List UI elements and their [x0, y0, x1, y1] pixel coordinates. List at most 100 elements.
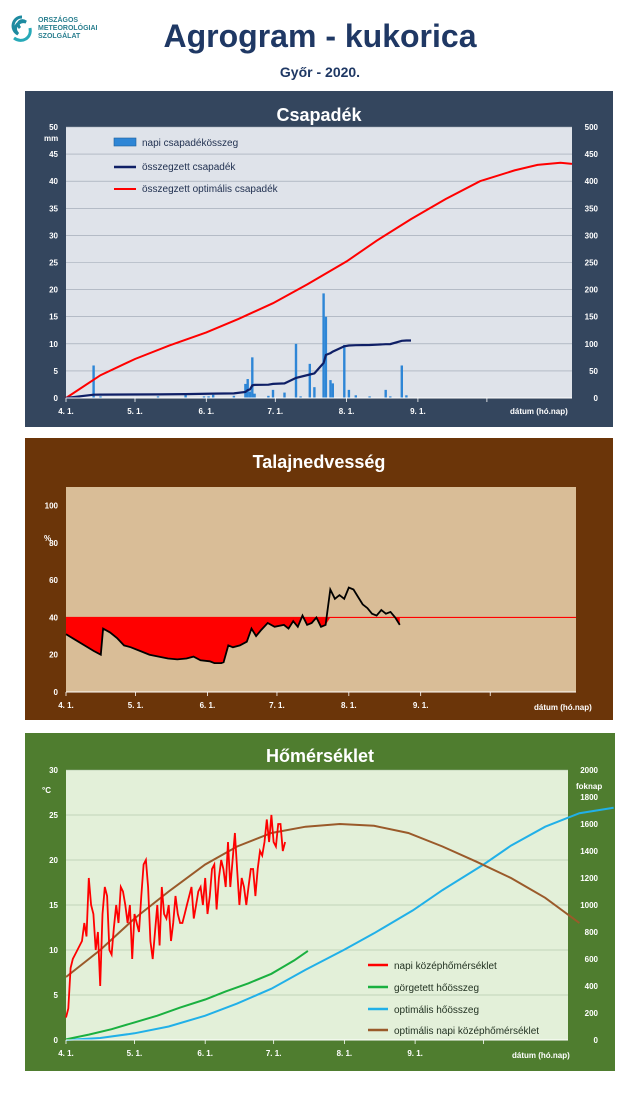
y-tick-label-right: 0 — [594, 1036, 599, 1045]
y-tick-label-left: 5 — [54, 367, 59, 376]
daily-precip-bar — [308, 363, 311, 398]
y-tick-label-left: 20 — [49, 286, 58, 295]
y-tick-label-right: 400 — [585, 982, 599, 991]
x-axis-label: dátum (hó.nap) — [510, 407, 568, 416]
chart-title: Hőmérséklet — [266, 746, 374, 766]
y-tick-label-left: 40 — [49, 177, 58, 186]
daily-precip-bar — [400, 365, 403, 398]
x-tick-label: 7. 1. — [268, 407, 284, 416]
y-tick-label-right: 200 — [585, 1009, 599, 1018]
y-tick-label-right: 600 — [585, 955, 599, 964]
daily-precip-bar — [322, 293, 325, 398]
x-tick-label: 6. 1. — [197, 1049, 213, 1058]
y-tick-label-right: 300 — [585, 231, 599, 240]
daily-precip-bar — [251, 357, 254, 398]
daily-precip-bar — [207, 396, 210, 398]
daily-precip-bar — [331, 383, 334, 398]
logo-line-2: METEOROLÓGIAI — [38, 25, 98, 32]
legend-label: napi csapadékösszeg — [142, 138, 238, 149]
y-tick-label-right: 50 — [589, 367, 598, 376]
temperature-chart: Hőmérséklet 0 5 10 15 20 25 30 0 200 400 600 800 100… — [24, 732, 616, 1072]
y-tick-label-right: 800 — [585, 928, 599, 937]
y-tick-label-right: 1200 — [580, 874, 598, 883]
logo-swirl-icon — [11, 15, 32, 42]
daily-precip-bar — [405, 395, 408, 398]
deficit-area — [66, 617, 400, 664]
y-tick-label: 60 — [49, 576, 58, 585]
y-tick-label-right: 100 — [585, 340, 599, 349]
x-tick-label: 8. 1. — [337, 1049, 353, 1058]
page-title: Agrogram - kukorica — [163, 18, 477, 54]
daily-precip-bar — [202, 396, 206, 398]
y-tick-label: 0 — [54, 688, 59, 697]
x-tick-label: 8. 1. — [339, 407, 355, 416]
daily-precip-bar — [294, 343, 298, 398]
x-tick-label: 7. 1. — [266, 1049, 282, 1058]
rolling-heat-sum-line — [65, 950, 309, 1041]
x-tick-label: 4. 1. — [58, 701, 74, 710]
y-tick-label: 80 — [49, 539, 58, 548]
y-tick-label-left: 5 — [54, 991, 59, 1000]
legend-label: optimális napi középhőmérséklet — [394, 1026, 539, 1037]
x-tick-label: 4. 1. — [58, 1049, 74, 1058]
y-tick-label-right: 1400 — [580, 847, 598, 856]
x-tick-label: 7. 1. — [269, 701, 285, 710]
daily-precip-bar — [248, 391, 252, 398]
omsz-logo: ORSZÁGOS METEOROLÓGIAI SZOLGÁLAT — [8, 14, 118, 54]
daily-precip-bar — [354, 395, 357, 398]
y-axis-unit-left: mm — [44, 134, 58, 143]
y-tick-label: 100 — [45, 502, 59, 511]
x-tick-label: 9. 1. — [413, 701, 429, 710]
y-tick-label-left: 10 — [49, 340, 58, 349]
y-tick-label-left: 15 — [49, 313, 58, 322]
y-tick-label-right: 200 — [585, 286, 599, 295]
daily-precip-bar — [384, 389, 387, 398]
daily-temp-line — [65, 814, 286, 1018]
daily-precip-bar — [389, 396, 392, 398]
y-tick-label-left: 50 — [49, 123, 58, 132]
x-axis-label: dátum (hó.nap) — [512, 1051, 570, 1060]
legend-label: optimális hőösszeg — [394, 1005, 479, 1016]
daily-precip-bar — [347, 389, 351, 398]
x-tick-label: 5. 1. — [127, 1049, 143, 1058]
legend-label: összegzett optimális csapadék — [142, 184, 279, 195]
daily-precip-bar — [99, 396, 102, 398]
cumulative-precip-line — [65, 339, 411, 400]
y-tick-label-left: 0 — [54, 1036, 59, 1045]
x-tick-label: 9. 1. — [410, 407, 426, 416]
y-tick-label-left: 25 — [49, 259, 58, 268]
daily-precip-bar — [92, 365, 95, 398]
daily-precip-bar — [267, 395, 270, 398]
daily-precip-bar — [246, 379, 249, 398]
header: ORSZÁGOS METEOROLÓGIAI SZOLGÁLAT Agrogra… — [0, 0, 640, 88]
y-tick-label-right: 150 — [585, 313, 599, 322]
x-axis-label: dátum (hó.nap) — [534, 703, 592, 712]
y-tick-label-left: 30 — [49, 231, 58, 240]
daily-precip-bar — [253, 393, 256, 398]
daily-precip-bar — [283, 392, 286, 398]
page-subtitle: Győr - 2020. — [279, 64, 361, 80]
y-tick-label-right: 400 — [585, 177, 599, 186]
y-tick-label-left: 0 — [54, 394, 59, 403]
y-tick-label-right: 500 — [585, 123, 599, 132]
daily-precip-bar — [212, 394, 215, 398]
logo-line-3: SZOLGÁLAT — [38, 33, 81, 40]
y-axis-unit-left: % — [44, 534, 51, 543]
x-tick-label: 5. 1. — [127, 407, 143, 416]
daily-precip-bar — [271, 389, 275, 398]
y-tick-label-right: 2000 — [580, 766, 598, 775]
y-tick-label-right: 1600 — [580, 820, 598, 829]
x-tick-label: 9. 1. — [407, 1049, 423, 1058]
optimal-cumulative-precip-line — [65, 161, 573, 399]
optimal-daily-temp-line — [65, 822, 580, 978]
logo-line-1: ORSZÁGOS — [38, 17, 79, 24]
daily-precip-bar — [368, 396, 371, 398]
daily-precip-bar — [313, 387, 316, 398]
legend-bar-swatch — [113, 137, 137, 147]
x-tick-label: 6. 1. — [200, 701, 216, 710]
x-tick-label: 4. 1. — [58, 407, 74, 416]
y-tick-label-right: 0 — [594, 394, 599, 403]
legend-label: összegzett csapadék — [142, 162, 236, 173]
y-axis-unit-left: °C — [42, 786, 51, 795]
optimal-heat-sum-line — [65, 806, 614, 1041]
